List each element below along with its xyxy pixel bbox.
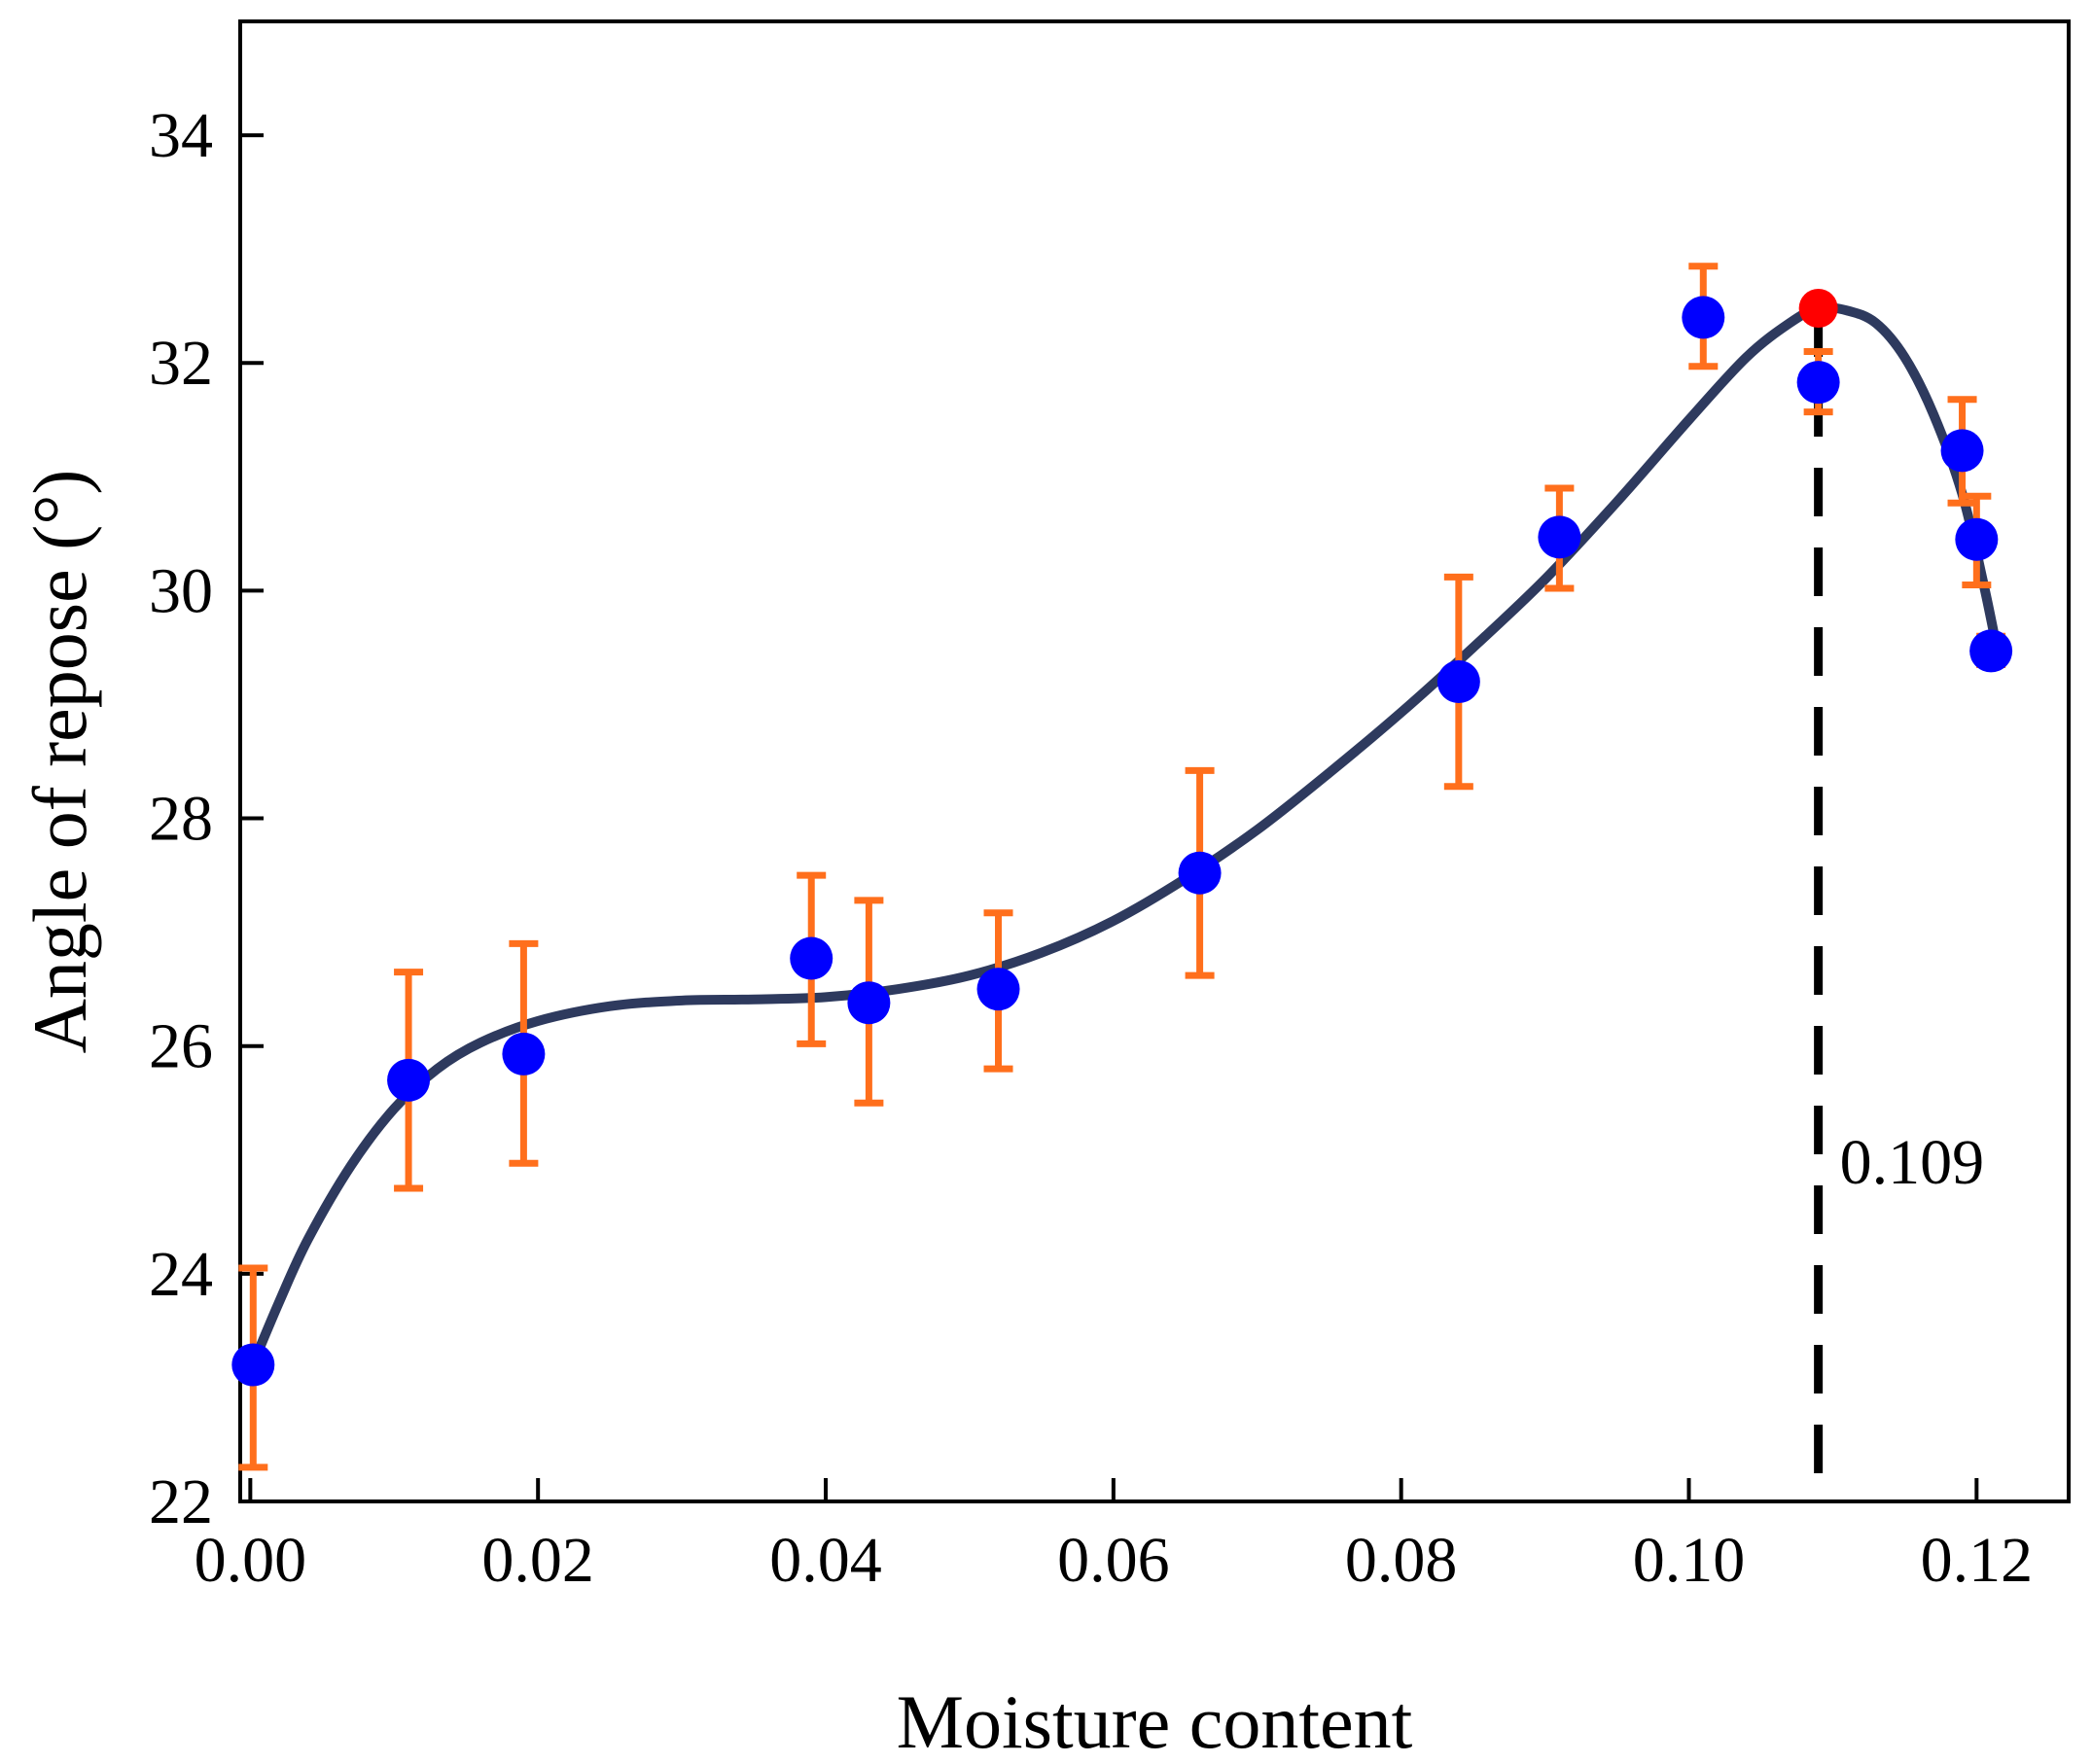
axis-tick-labels: 0.00 0.02 0.04 0.06 0.08 0.10 0.12 22 24 26 28 30 32… bbox=[149, 100, 2033, 1596]
x-tick-label: 0.00 bbox=[195, 1525, 307, 1596]
y-axis-title: Angle of repose (°) bbox=[18, 470, 102, 1054]
x-tick-label: 0.08 bbox=[1345, 1525, 1458, 1596]
y-tick-label: 22 bbox=[149, 1466, 213, 1537]
y-tick-label: 28 bbox=[149, 784, 213, 855]
x-tick-label: 0.12 bbox=[1921, 1525, 2034, 1596]
data-point bbox=[976, 968, 1020, 1011]
x-axis-title: Moisture content bbox=[897, 1679, 1413, 1764]
y-tick-label: 34 bbox=[149, 100, 213, 171]
data-points bbox=[231, 289, 2013, 1387]
axis-ticks bbox=[240, 133, 1979, 1503]
data-point bbox=[502, 1032, 546, 1076]
y-tick-label: 30 bbox=[149, 555, 213, 626]
y-tick-label: 26 bbox=[149, 1011, 213, 1082]
data-point bbox=[1940, 429, 1984, 473]
data-point bbox=[1955, 517, 1999, 561]
data-point bbox=[1538, 515, 1581, 559]
plot-frame bbox=[238, 19, 2071, 1503]
y-tick-label: 24 bbox=[149, 1239, 213, 1310]
peak-label: 0.109 bbox=[1840, 1127, 1985, 1198]
error-bars bbox=[238, 263, 2006, 1471]
data-point bbox=[231, 1343, 275, 1387]
peak-guide: 0.109 bbox=[1814, 308, 1985, 1482]
data-point bbox=[387, 1058, 431, 1102]
data-point bbox=[847, 981, 891, 1025]
x-tick-label: 0.06 bbox=[1057, 1525, 1170, 1596]
y-tick-label: 32 bbox=[149, 328, 213, 399]
x-tick-label: 0.04 bbox=[769, 1525, 882, 1596]
data-point bbox=[1436, 660, 1480, 704]
x-tick-label: 0.02 bbox=[481, 1525, 594, 1596]
data-point bbox=[1682, 296, 1725, 339]
fitted-curve-group bbox=[245, 302, 2003, 1376]
data-point bbox=[1796, 361, 1840, 405]
data-point bbox=[790, 936, 833, 980]
data-point bbox=[1178, 851, 1222, 895]
fitted-curve bbox=[245, 302, 2003, 1376]
x-tick-label: 0.10 bbox=[1633, 1525, 1746, 1596]
peak-point bbox=[1798, 289, 1838, 329]
data-point bbox=[1969, 629, 2013, 673]
